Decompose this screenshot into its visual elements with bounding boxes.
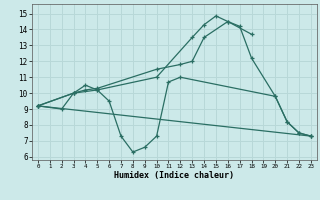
- X-axis label: Humidex (Indice chaleur): Humidex (Indice chaleur): [115, 171, 234, 180]
